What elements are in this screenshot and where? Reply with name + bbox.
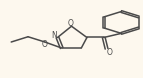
Text: O: O [67,19,73,28]
Text: O: O [107,48,113,57]
Text: O: O [41,40,47,49]
Text: N: N [51,31,57,40]
